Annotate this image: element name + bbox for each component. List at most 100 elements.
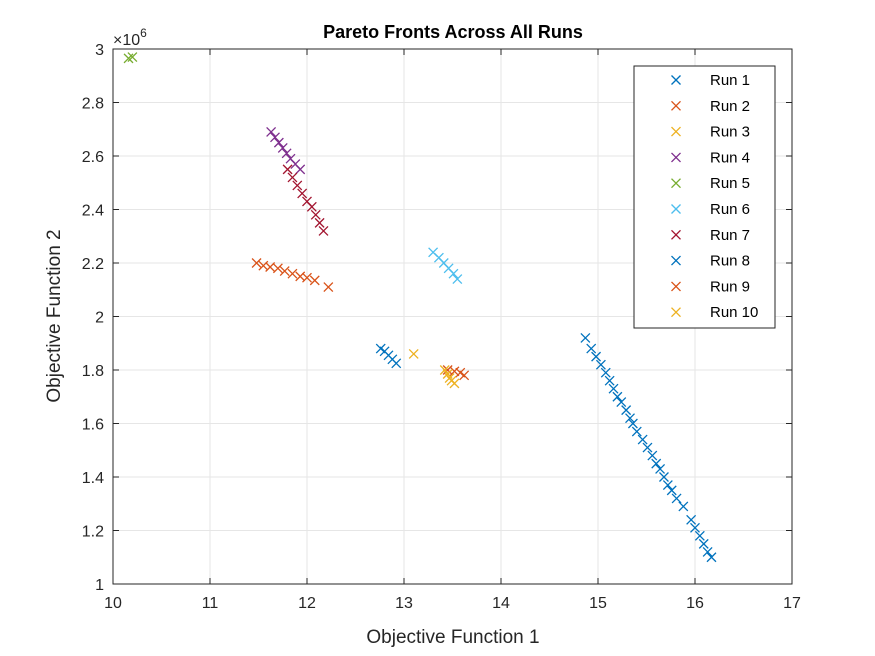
y-tick-label: 1.6 — [82, 417, 104, 434]
data-point — [273, 137, 284, 148]
data-point — [452, 274, 463, 285]
legend-marker — [671, 229, 681, 240]
series-run-1 — [580, 332, 717, 563]
data-point — [600, 367, 611, 378]
legend-label: Run 6 — [710, 201, 750, 218]
x-tick-label: 16 — [686, 595, 704, 612]
x-tick-label: 10 — [104, 595, 122, 612]
data-point — [318, 225, 329, 236]
data-point — [314, 217, 325, 228]
data-point — [690, 522, 700, 533]
data-point — [265, 262, 276, 272]
data-point — [302, 272, 312, 283]
series-run-4 — [266, 126, 306, 175]
data-point — [631, 426, 642, 437]
legend-label: Run 2 — [710, 98, 750, 115]
data-point — [591, 351, 602, 362]
y-multiplier-exponent: 6 — [140, 26, 147, 40]
data-point — [266, 126, 277, 137]
data-point — [449, 366, 460, 377]
data-point — [448, 268, 459, 279]
chart-title: Pareto Fronts Across All Runs — [323, 22, 583, 42]
data-point — [612, 391, 623, 402]
data-point — [608, 383, 619, 394]
series-run-7 — [282, 164, 329, 236]
y-tick-label: 1.2 — [82, 524, 104, 541]
data-point — [686, 514, 697, 525]
y-tick-label: 2.6 — [82, 149, 104, 166]
data-point — [272, 263, 283, 274]
data-point — [659, 472, 669, 482]
y-tick-label: 1.4 — [82, 470, 104, 487]
legend-label: Run 10 — [710, 304, 758, 321]
data-point — [702, 546, 713, 557]
series-run-8 — [375, 343, 402, 369]
data-point — [662, 480, 673, 490]
data-point — [666, 485, 677, 496]
data-point — [647, 450, 658, 461]
legend-label: Run 1 — [710, 72, 750, 89]
y-multiplier-base: ×10 — [113, 32, 140, 49]
legend-label: Run 4 — [710, 149, 750, 166]
data-point — [292, 180, 303, 191]
data-point — [309, 275, 320, 286]
data-point — [655, 464, 666, 474]
data-point — [694, 530, 705, 541]
axes: 10 11 12 13 14 15 16 17 1 1.2 1.4 1.6 1.8 2 2.2 2.4 2.6 2… — [82, 42, 801, 612]
series-run-6 — [428, 247, 463, 285]
x-tick-label: 11 — [202, 595, 219, 612]
legend-marker — [671, 152, 681, 163]
axes-box — [112, 48, 793, 585]
legend-label: Run 3 — [710, 124, 750, 141]
data-point — [706, 552, 717, 563]
data-point — [621, 405, 632, 416]
x-tick-label: 14 — [492, 595, 510, 612]
data-point — [282, 164, 293, 175]
y-tick-label: 1.8 — [82, 363, 104, 380]
data-point — [698, 538, 709, 549]
data-point — [287, 268, 298, 279]
x-axis-label: Objective Function 1 — [366, 627, 539, 648]
data-point — [616, 397, 627, 408]
legend-label: Run 8 — [710, 253, 750, 270]
data-point — [408, 348, 419, 359]
series-run-3 — [408, 348, 419, 359]
data-point — [604, 375, 615, 386]
legend-marker — [671, 255, 681, 266]
data-point — [306, 201, 317, 212]
legend-box — [633, 65, 776, 329]
data-point — [295, 164, 306, 175]
data-point — [297, 188, 308, 199]
data-point — [651, 458, 662, 469]
data-point — [678, 501, 689, 512]
y-axis-label: Objective Function 2 — [44, 229, 65, 402]
x-tick-label: 15 — [589, 595, 607, 612]
legend-label: Run 5 — [710, 175, 750, 192]
data-point — [637, 434, 648, 445]
data-point — [671, 493, 682, 504]
legend-marker — [671, 100, 681, 111]
data-point — [251, 258, 262, 268]
series-run-5 — [123, 52, 138, 64]
data-point — [287, 172, 298, 183]
y-tick-label: 2.2 — [82, 256, 104, 273]
legend-marker — [671, 307, 681, 318]
data-point — [270, 132, 280, 143]
data-point — [281, 148, 292, 159]
x-tick-label: 17 — [783, 595, 801, 612]
legend-label: Run 9 — [710, 278, 750, 295]
y-tick-label: 3 — [95, 42, 104, 59]
y-axis-multiplier: ×106 — [113, 26, 147, 49]
data-point — [277, 143, 288, 153]
data-point — [595, 359, 606, 370]
legend-label: Run 7 — [710, 227, 750, 244]
data-point — [449, 378, 460, 389]
data-point — [310, 209, 321, 220]
y-tick-label: 2 — [95, 310, 104, 327]
data-point — [627, 418, 638, 429]
series-run-2 — [251, 258, 334, 293]
data-point — [391, 358, 402, 369]
data-point — [323, 282, 334, 293]
